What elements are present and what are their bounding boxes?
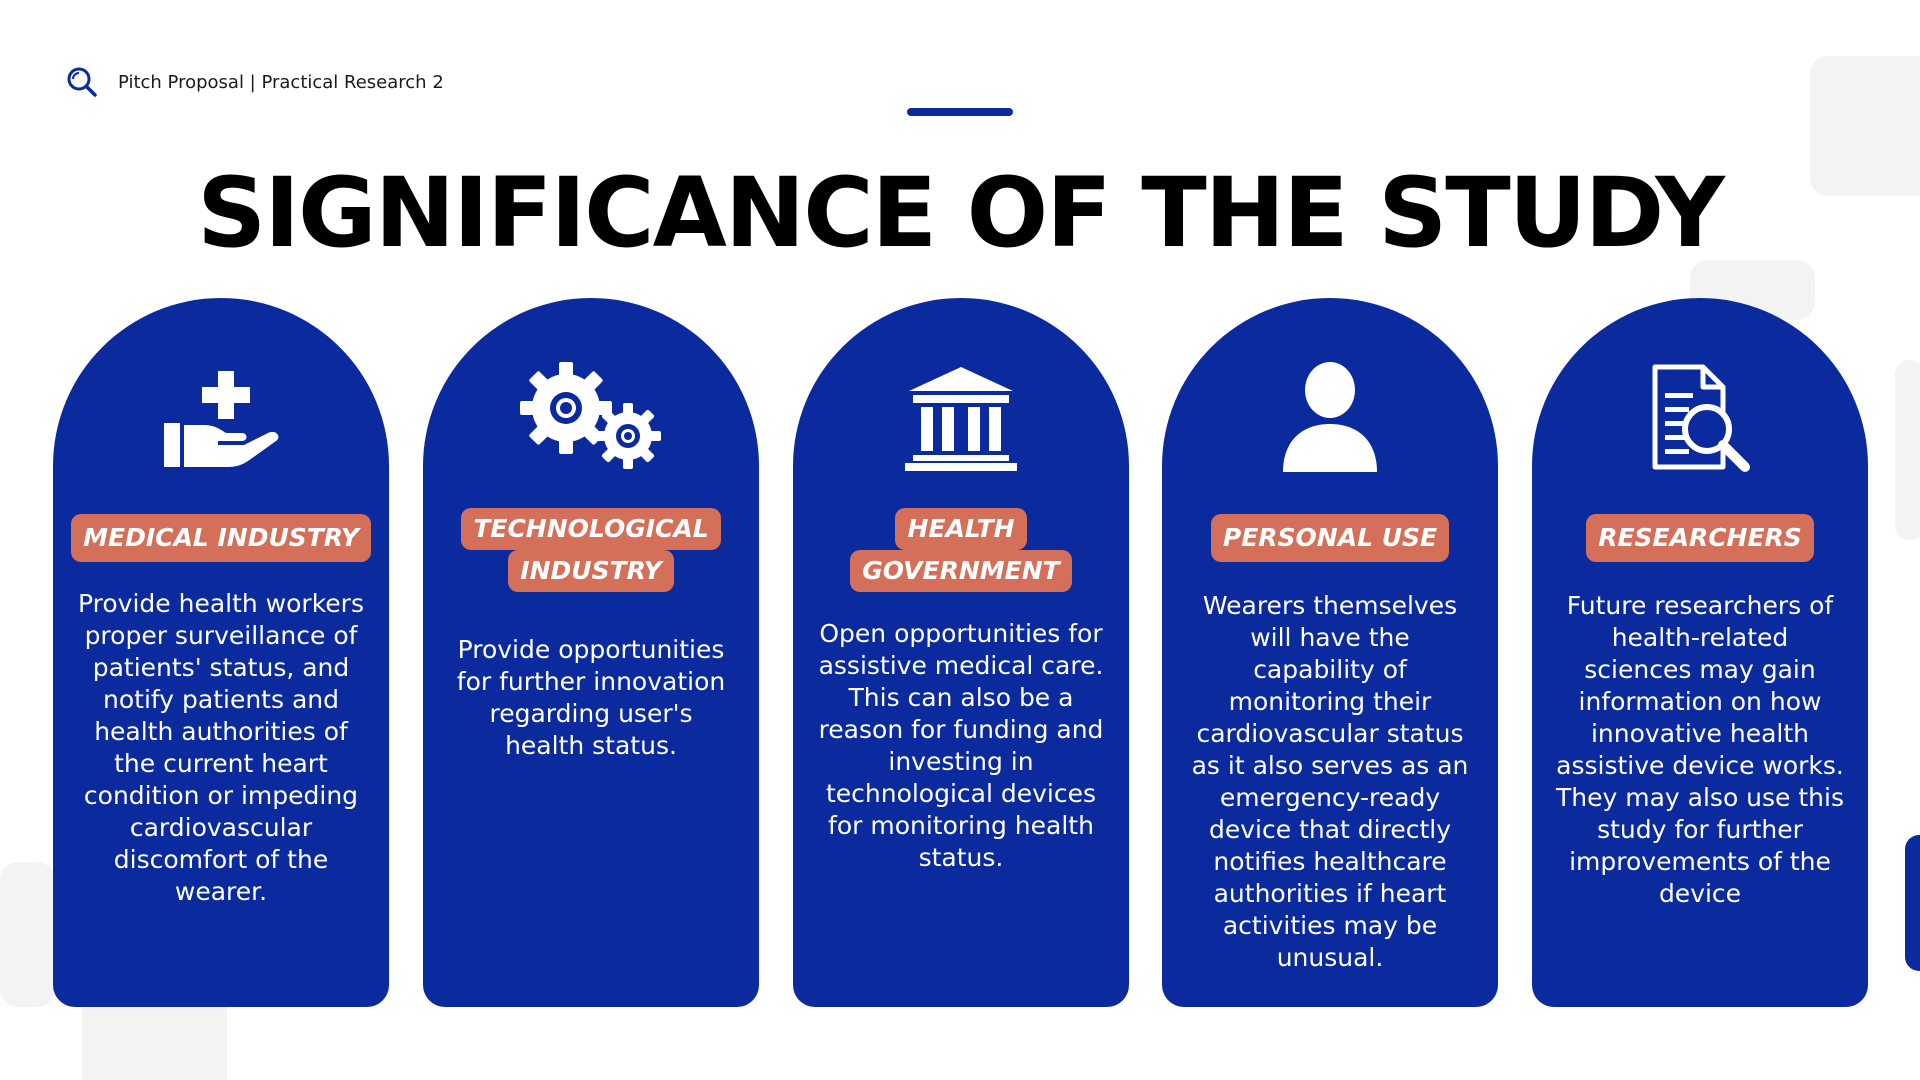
card-researchers: RESEARCHERS Future researchers of health… (1532, 298, 1868, 1007)
card-tag-line-1: TECHNOLOGICAL (461, 508, 721, 550)
hand-with-plus-icon (156, 363, 286, 477)
card-description: Wearers themselves will have the capabil… (1191, 591, 1469, 972)
card-description: Future researchers of health-related sci… (1556, 591, 1845, 908)
card-tag-line-2: INDUSTRY (508, 550, 674, 592)
background-shape (1895, 360, 1920, 540)
card-personal-use: PERSONAL USE Wearers themselves will hav… (1162, 298, 1498, 1007)
card-description: Provide opportunities for further innova… (456, 635, 726, 760)
page-title: SIGNIFICANCE OF THE STUDY (197, 157, 1725, 269)
card-tag: PERSONAL USE (1210, 514, 1450, 562)
background-shape (1905, 835, 1920, 971)
card-description: Provide health workers proper surveillan… (78, 589, 364, 906)
background-shape (82, 1007, 227, 1080)
government-building-icon (901, 363, 1021, 477)
document-search-icon (1645, 363, 1755, 477)
background-shape (0, 862, 55, 1007)
card-tag-line-1: HEALTH (895, 508, 1027, 550)
card-technological-industry: TECHNOLOGICAL INDUSTRY Provide opportuni… (423, 298, 759, 1007)
card-health-government: HEALTH GOVERNMENT Open opportunities for… (793, 298, 1129, 1007)
header: Pitch Proposal | Practical Research 2 (66, 66, 444, 98)
card-description: Open opportunities for assistive medical… (818, 619, 1104, 872)
card-tag: MEDICAL INDUSTRY (71, 514, 371, 562)
background-shape (1810, 56, 1920, 196)
gears-icon (516, 358, 666, 482)
accent-bar (907, 108, 1013, 116)
card-tag: RESEARCHERS (1586, 514, 1814, 562)
person-icon (1275, 360, 1385, 480)
magnifier-icon (66, 66, 98, 98)
card-medical-industry: MEDICAL INDUSTRY Provide health workers … (53, 298, 389, 1007)
header-text: Pitch Proposal | Practical Research 2 (118, 71, 444, 93)
card-tag-line-2: GOVERNMENT (850, 550, 1072, 592)
